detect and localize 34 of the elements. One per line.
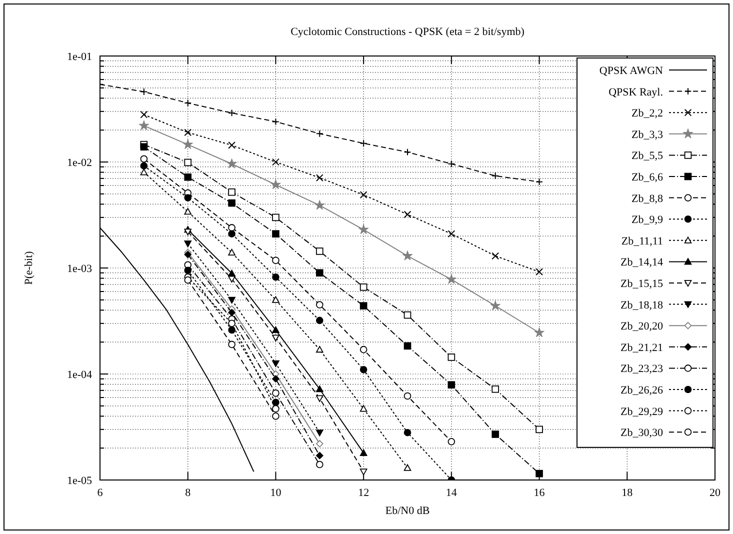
legend-label: Zb_29,29 <box>620 406 664 418</box>
legend-label: Zb_20,20 <box>620 320 664 333</box>
legend-label: Zb_18,18 <box>620 299 664 312</box>
y-tick-label: 1e-04 <box>66 369 92 381</box>
y-axis-title: P(e-bit) <box>23 250 35 285</box>
legend-label: Zb_5,5 <box>632 150 664 162</box>
x-tick-label: 14 <box>446 487 458 499</box>
x-tick-label: 8 <box>185 487 192 499</box>
legend-label: QPSK Rayl. <box>608 86 664 98</box>
legend-label: Zb_21,21 <box>620 342 663 354</box>
legend-label: QPSK AWGN <box>599 65 664 77</box>
legend-label: Zb_30,30 <box>620 427 664 440</box>
legend-label: Zb_11,11 <box>621 235 663 248</box>
y-tick-label: 1e-03 <box>66 263 92 275</box>
legend-label: Zb_26,26 <box>620 384 664 396</box>
legend-label: Zb_9,9 <box>632 214 664 226</box>
chart-title: Cyclotomic Constructions - QPSK (eta = 2 bit/symb) <box>290 26 525 38</box>
x-tick-label: 12 <box>358 487 370 499</box>
legend-label: Zb_3,3 <box>632 128 664 141</box>
y-tick-label: 1e-01 <box>66 51 92 63</box>
legend-label: Zb_14,14 <box>620 256 664 269</box>
x-tick-label: 10 <box>270 487 282 499</box>
legend-label: Zb_8,8 <box>632 192 664 205</box>
legend-label: Zb_23,23 <box>620 363 664 376</box>
y-tick-label: 1e-05 <box>66 475 92 487</box>
x-tick-label: 20 <box>710 487 721 499</box>
x-tick-label: 6 <box>97 487 104 499</box>
x-tick-label: 18 <box>622 487 634 499</box>
legend-label: Zb_2,2 <box>632 108 663 120</box>
legend-label: Zb_15,15 <box>620 278 664 290</box>
x-axis-title: Eb/N0 dB <box>385 505 430 517</box>
legend-label: Zb_6,6 <box>632 172 664 184</box>
y-tick-label: 1e-02 <box>66 157 92 169</box>
x-tick-label: 16 <box>534 487 546 499</box>
